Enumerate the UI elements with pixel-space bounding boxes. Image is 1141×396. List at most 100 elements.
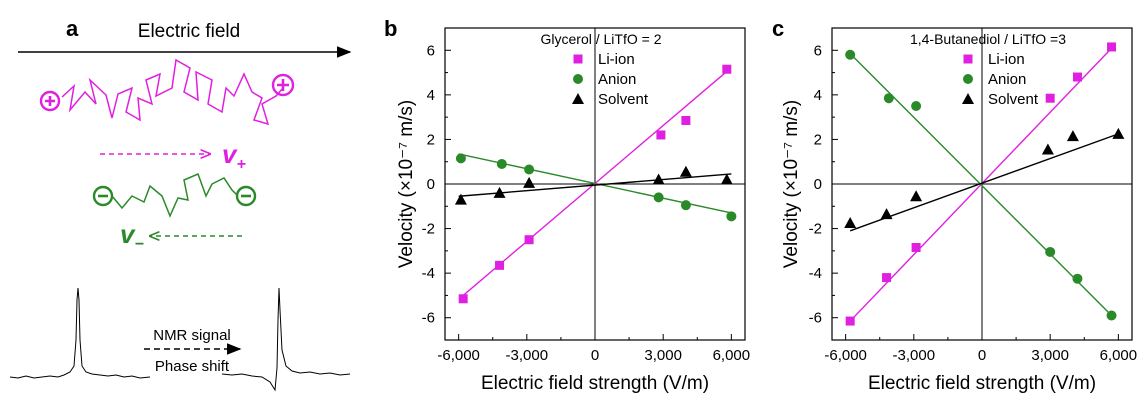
cation-left-plus-icon — [39, 90, 61, 112]
legend-label-solvent: Solvent — [988, 91, 1039, 108]
y-tick-label: 0 — [814, 176, 822, 193]
data-point-li-ion — [882, 273, 892, 283]
y-tick-label: -4 — [809, 265, 822, 282]
data-point-anion — [524, 164, 535, 175]
data-point-solvent — [910, 190, 923, 202]
x-tick-label: 0 — [591, 347, 599, 364]
x-tick-label: -6,000 — [824, 347, 867, 364]
x-tick-label: 6,000 — [1100, 347, 1138, 364]
x-tick-label: 3,000 — [644, 347, 682, 364]
data-point-li-ion — [458, 294, 468, 304]
y-tick-label: 2 — [427, 131, 435, 148]
data-point-anion — [726, 211, 737, 222]
legend-marker-anion — [573, 74, 583, 84]
x-tick-label: 3,000 — [1031, 347, 1069, 364]
data-point-anion — [1072, 273, 1083, 284]
data-point-solvent — [652, 173, 665, 185]
legend-marker-li-ion — [963, 54, 973, 64]
x-axis-label: Electric field strength (V/m) — [481, 373, 709, 394]
y-tick-label: 2 — [814, 131, 822, 148]
y-tick-label: 0 — [427, 176, 435, 193]
chart-title: Glycerol / LiTfO = 2 — [541, 31, 662, 47]
data-point-solvent — [844, 217, 857, 228]
anion-left-minus-icon — [92, 185, 114, 207]
data-point-anion — [911, 101, 922, 111]
data-point-li-ion — [722, 64, 732, 74]
fit-line-anion — [849, 53, 1115, 319]
legend-marker-solvent — [572, 93, 584, 104]
chart-title: 1,4-Butanediol / LiTfO =3 — [910, 31, 1066, 47]
x-tick-label: -3,000 — [506, 347, 549, 364]
data-point-li-ion — [845, 316, 855, 326]
data-point-solvent — [720, 173, 733, 185]
x-tick-label: 6,000 — [713, 347, 751, 364]
data-point-solvent — [1112, 127, 1125, 139]
y-tick-label: 4 — [814, 87, 822, 104]
data-point-anion — [653, 192, 664, 203]
data-point-anion — [1106, 310, 1117, 321]
data-point-solvent — [523, 176, 536, 188]
nmr-signal-label: NMR signal — [153, 327, 231, 344]
x-tick-label: -6,000 — [437, 347, 480, 364]
legend-label-solvent: Solvent — [598, 91, 649, 108]
x-axis-label: Electric field strength (V/m) — [868, 373, 1096, 394]
nmr-spectrum-reference — [9, 287, 151, 379]
v-plus-label: v+ — [222, 139, 246, 173]
data-point-anion — [455, 153, 466, 164]
y-tick-label: -2 — [422, 221, 435, 238]
data-point-solvent — [1066, 130, 1079, 142]
chart-panel-c: -6,000 -3,000 0 3,000 6,000 -6 -4 -2 0 2 4 6 Electri… — [772, 16, 1137, 394]
y-tick-label: -4 — [422, 265, 435, 282]
data-point-li-ion — [524, 235, 534, 245]
anion-polymer-chain — [111, 172, 239, 218]
y-tick-label: -6 — [809, 310, 822, 327]
data-point-solvent — [880, 208, 893, 220]
panel-a: a Electric field v+ v− NMR sig — [9, 16, 352, 392]
legend-label-anion: Anion — [598, 71, 636, 88]
fit-line-solvent — [849, 133, 1119, 232]
panel-letter: c — [772, 16, 784, 41]
legend-marker-anion — [963, 74, 973, 84]
data-point-li-ion — [1045, 93, 1055, 103]
v-minus-label: v− — [120, 219, 144, 253]
electric-field-label: Electric field — [138, 21, 240, 42]
y-tick-label: 4 — [427, 87, 435, 104]
data-point-li-ion — [495, 260, 505, 270]
y-axis-label: Velocity (×10⁻⁷ m/s) — [396, 100, 417, 268]
fit-line-solvent — [458, 173, 732, 197]
data-point-anion — [496, 158, 507, 169]
panel-a-letter: a — [66, 16, 79, 41]
data-point-li-ion — [911, 243, 921, 253]
y-tick-label: 6 — [427, 42, 435, 59]
data-point-li-ion — [681, 115, 691, 125]
data-point-li-ion — [1107, 42, 1117, 52]
data-point-anion — [845, 49, 856, 60]
y-tick-label: 6 — [814, 42, 822, 59]
y-tick-label: -6 — [422, 310, 435, 327]
legend-label-li-ion: Li-ion — [598, 51, 635, 68]
data-point-li-ion — [1072, 72, 1082, 82]
legend-label-anion: Anion — [988, 71, 1026, 88]
anion-right-minus-icon — [235, 185, 257, 207]
data-point-anion — [1045, 246, 1056, 257]
phase-shift-label: Phase shift — [155, 358, 230, 375]
legend-marker-li-ion — [573, 54, 583, 64]
nmr-spectrum-shifted — [221, 287, 351, 392]
data-point-solvent — [679, 165, 692, 177]
legend-marker-solvent — [962, 93, 974, 104]
panel-letter: b — [384, 16, 397, 41]
data-point-anion — [680, 200, 691, 211]
data-point-anion — [883, 93, 894, 104]
cation-polymer-chain — [61, 58, 284, 126]
data-point-li-ion — [656, 130, 666, 140]
chart-panel-b: -6,000 -3,000 0 3,000 6,000 -6 -4 -2 0 2 4 6 Electri… — [384, 16, 750, 394]
data-point-solvent — [1041, 143, 1054, 155]
cation-right-plus-icon — [271, 73, 295, 97]
y-axis-label: Velocity (×10⁻⁷ m/s) — [781, 100, 802, 268]
data-point-solvent — [493, 186, 506, 198]
x-tick-label: 0 — [978, 347, 986, 364]
legend-label-li-ion: Li-ion — [988, 51, 1025, 68]
x-tick-label: -3,000 — [893, 347, 936, 364]
y-tick-label: -2 — [809, 221, 822, 238]
